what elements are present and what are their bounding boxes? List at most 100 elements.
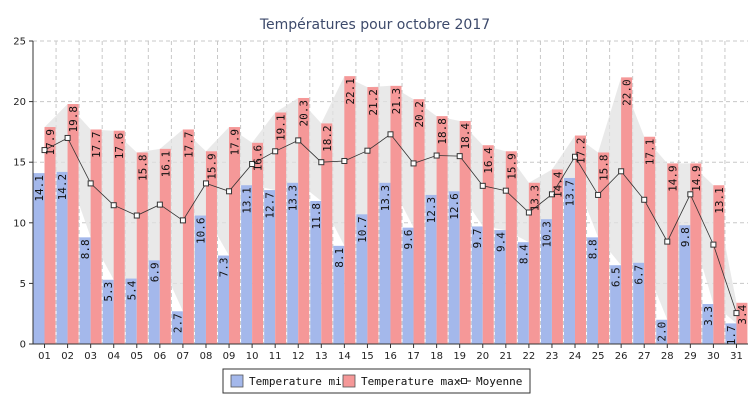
bar-max: [367, 87, 379, 344]
value-label-min: 14.1: [33, 175, 46, 202]
average-marker: [179, 217, 186, 224]
x-tick-label: 01: [38, 351, 51, 362]
value-label-max: 17.6: [113, 133, 126, 160]
bar-min: [79, 237, 91, 344]
value-label-max: 15.9: [505, 153, 518, 180]
bar-min: [125, 278, 137, 344]
value-label-max: 21.3: [390, 88, 403, 115]
value-label-max: 17.2: [574, 138, 587, 165]
value-label-min: 10.3: [540, 221, 553, 248]
bar-max: [182, 129, 194, 344]
bar-max: [229, 127, 241, 344]
bar-max: [252, 142, 264, 344]
value-label-min: 13.3: [379, 185, 392, 212]
value-label-min: 2.7: [171, 313, 184, 333]
y-tick-label: 25: [13, 37, 26, 48]
x-tick-label: 04: [107, 351, 120, 362]
value-label-min: 14.2: [56, 174, 69, 201]
bar-min: [218, 255, 230, 344]
x-tick-label: 22: [523, 351, 536, 362]
value-label-max: 20.3: [298, 100, 311, 127]
bar-max: [713, 185, 725, 344]
x-tick-label: 17: [407, 351, 420, 362]
average-marker: [618, 168, 625, 175]
average-marker: [595, 191, 602, 198]
x-tick-label: 09: [223, 351, 236, 362]
value-label-min: 13.3: [287, 185, 300, 212]
value-label-max: 20.2: [413, 101, 426, 128]
bar-max: [551, 169, 563, 344]
value-label-min: 2.0: [656, 322, 669, 342]
bar-max: [44, 127, 56, 344]
bar-min: [171, 311, 183, 344]
average-marker: [387, 131, 394, 138]
value-label-max: 15.8: [136, 155, 149, 182]
x-tick-label: 26: [615, 351, 628, 362]
value-label-max: 13.3: [528, 185, 541, 212]
average-line: [41, 131, 740, 317]
value-label-min: 8.1: [333, 248, 346, 268]
x-tick-label: 30: [707, 351, 720, 362]
value-label-min: 9.6: [402, 230, 415, 250]
value-label-min: 6.5: [610, 267, 623, 287]
average-marker: [295, 137, 302, 144]
bar-min: [702, 304, 714, 344]
value-label-max: 14.9: [667, 165, 680, 192]
average-marker: [341, 157, 348, 164]
bar-min: [402, 227, 414, 344]
value-label-min: 7.3: [218, 258, 231, 278]
average-marker: [364, 147, 371, 154]
value-label-max: 21.2: [367, 89, 380, 116]
x-tick-label: 18: [430, 351, 443, 362]
legend: Temperature min Temperature max Moyenne: [222, 368, 531, 394]
legend-swatch-max: [342, 374, 356, 388]
bar-min: [425, 194, 437, 344]
average-marker: [249, 161, 256, 168]
value-label-min: 12.6: [448, 193, 461, 220]
bar-max: [390, 85, 402, 345]
average-marker: [272, 148, 279, 155]
value-label-max: 14.9: [690, 165, 703, 192]
bar-max: [482, 145, 494, 344]
legend-swatch-min: [230, 374, 244, 388]
bar-max: [113, 130, 125, 344]
x-tick-label: 11: [269, 351, 282, 362]
value-label-min: 8.8: [587, 239, 600, 259]
bar-min: [563, 177, 575, 344]
average-marker: [733, 310, 740, 317]
bar-min: [333, 245, 345, 344]
value-label-min: 11.8: [310, 203, 323, 230]
y-tick-label: 20: [13, 97, 26, 108]
bar-max: [413, 99, 425, 345]
bar-min: [540, 219, 552, 344]
average-marker: [133, 212, 140, 219]
y-tick-label: 10: [13, 218, 26, 229]
x-tick-label: 23: [546, 351, 559, 362]
value-label-max: 18.2: [321, 125, 334, 152]
value-label-max: 17.9: [44, 129, 57, 156]
bar-max: [159, 148, 171, 344]
value-label-min: 5.4: [125, 280, 138, 300]
x-tick-label: 14: [338, 351, 351, 362]
x-tick-label: 29: [684, 351, 697, 362]
legend-label-mean: Moyenne: [476, 375, 522, 388]
average-marker: [110, 202, 117, 209]
bar-min: [356, 214, 368, 344]
bar-min: [287, 182, 299, 344]
bar-min: [310, 200, 322, 344]
bar-min: [471, 226, 483, 344]
value-label-max: 18.4: [459, 123, 472, 150]
value-label-min: 13.7: [563, 180, 576, 207]
bar-min: [194, 215, 206, 344]
x-tick-label: 21: [499, 351, 512, 362]
value-labels: 14.1 17.9 14.2 19.8 8.8 17.7 5.3 17.6 5.4 15.8 6.9…: [33, 78, 749, 345]
value-label-min: 6.9: [148, 262, 161, 282]
value-label-min: 13.1: [241, 187, 254, 214]
bar-max: [736, 302, 748, 344]
bar-min: [587, 237, 599, 344]
bar-min: [656, 319, 668, 344]
value-label-min: 9.7: [471, 228, 484, 248]
value-label-max: 14.4: [551, 171, 564, 198]
x-tick-label: 12: [292, 351, 305, 362]
